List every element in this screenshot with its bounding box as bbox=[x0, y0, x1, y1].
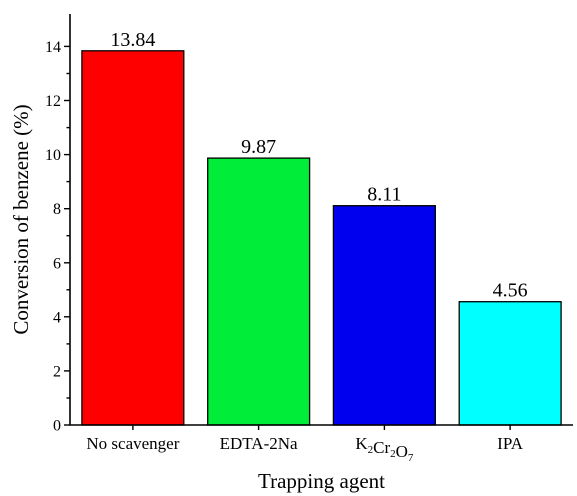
y-tick-label-14: 14 bbox=[45, 39, 61, 56]
category-label-1: No scavenger bbox=[86, 434, 179, 453]
y-tick-label-0: 0 bbox=[53, 418, 61, 435]
data-label-4: 4.56 bbox=[493, 280, 528, 302]
category-label-4: IPA bbox=[497, 434, 524, 453]
category-label-2: EDTA-2Na bbox=[220, 434, 298, 453]
y-axis-title: Conversion of benzene (%) bbox=[9, 104, 33, 334]
bar-3 bbox=[332, 205, 436, 426]
bars bbox=[81, 50, 562, 426]
data-label-1: 13.84 bbox=[110, 29, 155, 51]
category-label-3: K2Cr2O7 bbox=[355, 434, 414, 464]
bar-4 bbox=[458, 301, 562, 426]
y-tick-label-2: 2 bbox=[53, 363, 61, 380]
y-tick-label-4: 4 bbox=[53, 309, 61, 326]
x-axis-category-labels: No scavenger EDTA-2Na K2Cr2O7 IPA bbox=[86, 425, 524, 464]
y-tick-label-12: 12 bbox=[45, 93, 61, 110]
y-axis-ticks: 0 2 4 6 8 10 12 14 bbox=[45, 39, 70, 435]
bar-2 bbox=[207, 157, 311, 426]
y-tick-label-6: 6 bbox=[53, 255, 61, 272]
x-axis-title: Trapping agent bbox=[258, 469, 385, 493]
data-label-2: 9.87 bbox=[241, 136, 276, 158]
y-tick-label-10: 10 bbox=[45, 147, 61, 164]
y-tick-label-8: 8 bbox=[53, 201, 61, 218]
data-labels: 13.84 9.87 8.11 4.56 bbox=[110, 29, 527, 302]
bar-1 bbox=[81, 50, 185, 426]
data-label-3: 8.11 bbox=[367, 184, 401, 206]
